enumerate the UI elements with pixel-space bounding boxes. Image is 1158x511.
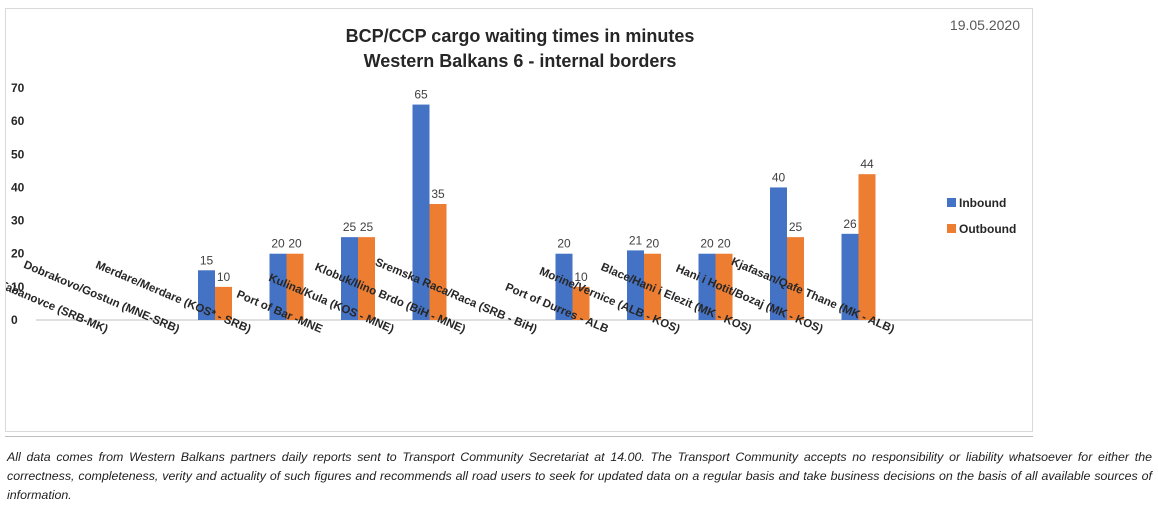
y-tick-label: 0 bbox=[11, 313, 18, 327]
data-label-outbound: 20 bbox=[646, 237, 660, 251]
data-label-outbound: 25 bbox=[789, 220, 803, 234]
data-label-outbound: 10 bbox=[217, 270, 231, 284]
bar-outbound bbox=[715, 253, 733, 320]
y-tick-label: 10 bbox=[11, 280, 25, 294]
chart-frame: BCP/CCP cargo waiting times in minutes W… bbox=[5, 8, 1033, 432]
legend-label-outbound: Outbound bbox=[959, 222, 1016, 236]
bar-outbound bbox=[215, 286, 232, 320]
y-tick-label: 20 bbox=[11, 247, 25, 261]
y-tick-label: 70 bbox=[11, 81, 25, 95]
data-label-outbound: 35 bbox=[431, 187, 445, 201]
chart-subtitle: Western Balkans 6 - internal borders bbox=[364, 51, 677, 71]
disclaimer-text: All data comes from Western Balkans part… bbox=[7, 450, 1152, 502]
bar-series bbox=[198, 104, 876, 320]
bar-inbound bbox=[198, 270, 215, 320]
bar-outbound bbox=[286, 253, 304, 320]
legend-swatch-inbound bbox=[947, 198, 956, 207]
data-label-inbound: 21 bbox=[629, 233, 643, 247]
data-label-outbound: 10 bbox=[574, 270, 588, 284]
data-label-outbound: 20 bbox=[717, 237, 731, 251]
data-label-outbound: 20 bbox=[288, 237, 302, 251]
category-labels: Presevo/ Tabanovce (SRB-MK)Dobrakovo/Gos… bbox=[6, 256, 896, 336]
bar-inbound bbox=[412, 104, 430, 320]
data-label-inbound: 20 bbox=[271, 237, 285, 251]
bar-inbound bbox=[555, 253, 573, 320]
y-axis-ticks: 0 10 20 30 40 50 60 70 bbox=[11, 81, 25, 327]
y-tick-label: 50 bbox=[11, 147, 25, 161]
data-label-inbound: 15 bbox=[200, 253, 214, 267]
legend-label-inbound: Inbound bbox=[959, 196, 1006, 210]
bar-outbound bbox=[787, 237, 804, 320]
bar-inbound bbox=[269, 253, 287, 320]
y-tick-label: 40 bbox=[11, 180, 25, 194]
bar-inbound bbox=[841, 233, 859, 320]
data-label-inbound: 20 bbox=[700, 237, 714, 251]
bar-inbound bbox=[627, 250, 644, 320]
legend-swatch-outbound bbox=[947, 224, 956, 233]
data-label-inbound: 25 bbox=[343, 220, 357, 234]
data-label-inbound: 65 bbox=[414, 88, 428, 102]
bar-inbound bbox=[770, 187, 787, 320]
bar-chart: BCP/CCP cargo waiting times in minutes W… bbox=[6, 26, 1032, 336]
bar-inbound bbox=[341, 237, 358, 320]
bar-inbound bbox=[698, 253, 716, 320]
divider-line bbox=[5, 436, 1033, 437]
data-label-outbound: 44 bbox=[860, 157, 874, 171]
y-tick-label: 60 bbox=[11, 114, 25, 128]
data-label-inbound: 40 bbox=[772, 170, 786, 184]
data-label-outbound: 25 bbox=[360, 220, 374, 234]
bar-outbound bbox=[572, 286, 590, 320]
bar-outbound bbox=[429, 204, 447, 320]
chart-title: BCP/CCP cargo waiting times in minutes bbox=[346, 26, 695, 46]
report-date: 19.05.2020 bbox=[949, 17, 1020, 33]
y-tick-label: 30 bbox=[11, 214, 25, 228]
legend: Inbound Outbound bbox=[947, 196, 1016, 236]
bar-outbound bbox=[358, 237, 375, 320]
data-label-inbound: 20 bbox=[557, 237, 571, 251]
bar-outbound bbox=[644, 253, 661, 320]
data-label-inbound: 26 bbox=[843, 217, 857, 231]
bar-outbound bbox=[858, 174, 876, 320]
